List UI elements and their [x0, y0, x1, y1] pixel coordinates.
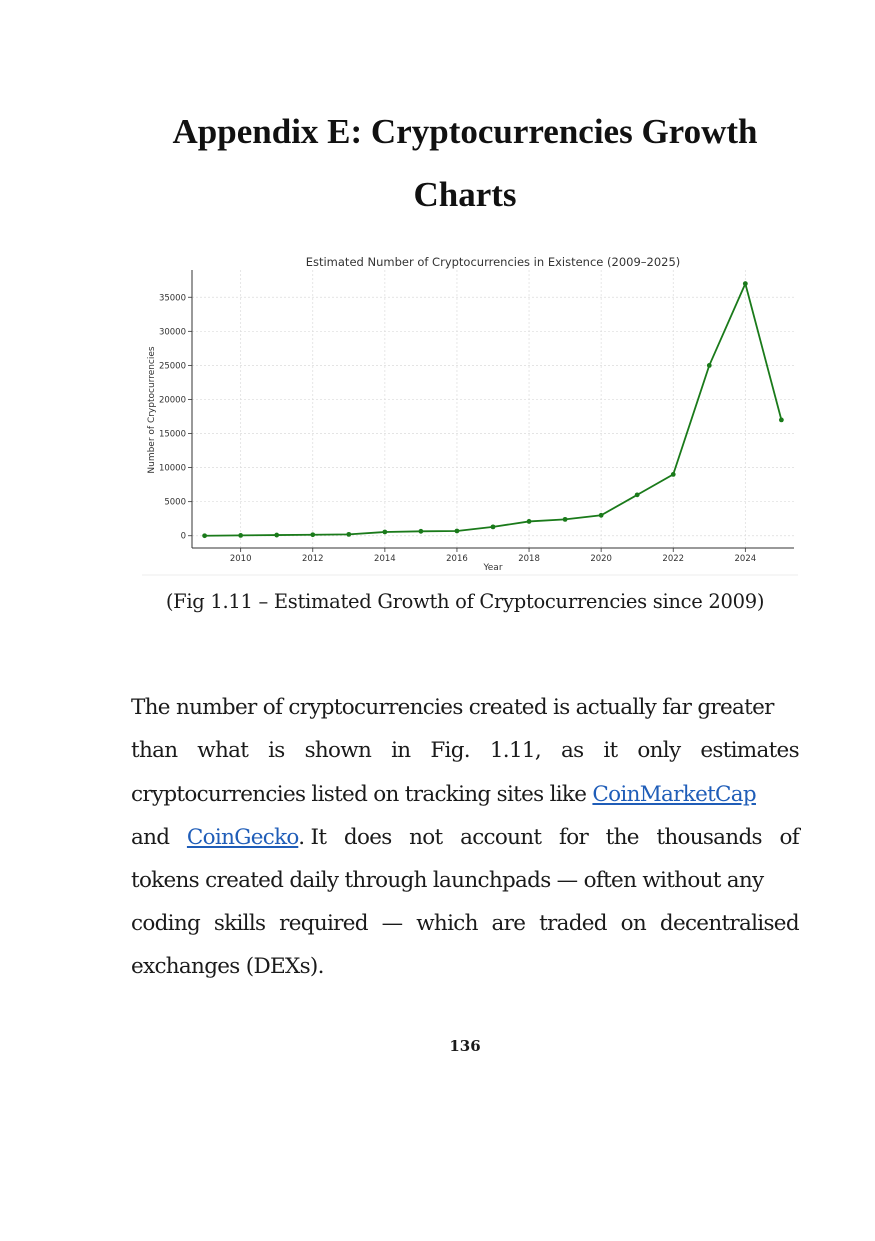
appendix-title-line-2: Charts: [413, 175, 517, 214]
data-point: [454, 528, 460, 534]
x-tick-label: 2014: [374, 554, 396, 564]
chart-grid: [192, 270, 794, 548]
paragraph-word: it: [603, 738, 618, 763]
paragraph-word: for: [558, 825, 589, 850]
y-tick-label: 0: [181, 532, 186, 542]
paragraph-word: required: [279, 911, 368, 936]
y-tick-label: 25000: [159, 361, 186, 371]
x-tick-label: 2012: [302, 554, 324, 564]
paragraph-word: 1.11,: [489, 738, 542, 763]
x-tick-label: 2018: [518, 554, 540, 564]
crypto-growth-line-chart: 2010 2012 2014 2016 2018 2020 2022 2024 0 5000 100…: [142, 255, 798, 576]
appendix-title-line-1: Appendix E: Cryptocurrencies Growth: [172, 112, 758, 151]
x-tick-label: 2022: [662, 554, 684, 564]
data-point: [526, 519, 532, 524]
paragraph-line-4: and CoinGecko. It does not account for the th…: [131, 825, 800, 850]
y-tick-label: 30000: [159, 327, 186, 337]
paragraph-word: thousands: [656, 825, 762, 850]
data-point: [670, 472, 676, 477]
data-point: [562, 516, 568, 522]
data-point: [778, 417, 784, 423]
paragraph-word: which: [416, 911, 478, 936]
paragraph-word: in: [391, 738, 411, 763]
paragraph-word: is: [268, 738, 285, 763]
paragraph-word: what: [197, 738, 249, 763]
page-number: 136: [449, 1037, 481, 1055]
paragraph-word: shown: [304, 738, 372, 763]
data-point: [310, 532, 316, 538]
paragraph-word: on: [620, 911, 647, 936]
data-point: [706, 362, 712, 368]
chart-series: [202, 280, 784, 539]
chart-axes: [188, 270, 794, 552]
data-point: [418, 528, 424, 534]
chart-x-axis-label: Year: [482, 563, 502, 573]
paragraph-line-1: The number of cryptocurrencies created i…: [131, 695, 774, 720]
y-tick-label: 35000: [159, 293, 186, 303]
paragraph-word: than: [131, 738, 178, 763]
paragraph-word: as: [560, 738, 584, 763]
paragraph-word: estimates: [700, 738, 799, 763]
x-tick-label: 2024: [735, 554, 757, 564]
data-point: [490, 524, 496, 530]
x-tick-label: 2010: [230, 554, 252, 564]
data-point: [346, 531, 352, 537]
chart-tick-labels: 2010 2012 2014 2016 2018 2020 2022 2024 0 5000 100…: [159, 293, 756, 564]
figure-caption: (Fig 1.11 – Estimated Growth of Cryptocu…: [165, 590, 765, 613]
paragraph-line-3: cryptocurrencies listed on tracking site…: [131, 782, 799, 807]
x-tick-label: 2020: [590, 554, 612, 564]
data-point: [598, 512, 604, 518]
chart-y-axis-label: Number of Cryptocurrencies: [147, 346, 157, 474]
y-tick-label: 5000: [164, 498, 186, 508]
paragraph-word: . It: [298, 825, 327, 850]
paragraph-word: and: [131, 825, 170, 850]
paragraph-line-2: than what is shown in Fig. 1.11, as it only estima…: [131, 738, 800, 763]
chart-title: Estimated Number of Cryptocurrencies in …: [306, 255, 681, 269]
coinmarketcap-link[interactable]: CoinMarketCap: [592, 782, 756, 807]
coingecko-link[interactable]: CoinGecko: [186, 825, 299, 850]
paragraph-word: account: [460, 825, 542, 850]
paragraph-word: Fig.: [430, 738, 470, 763]
x-tick-label: 2016: [446, 554, 468, 564]
data-point: [202, 533, 208, 539]
paragraph-word: only: [637, 738, 681, 763]
series-line: [204, 280, 783, 537]
y-tick-label: 15000: [159, 430, 186, 440]
data-point: [382, 529, 388, 535]
y-tick-label: 10000: [159, 464, 186, 474]
paragraph-word: the: [605, 825, 640, 850]
paragraph-word: of: [779, 825, 799, 850]
paragraph-word: skills: [213, 911, 266, 936]
paragraph-word: traded: [539, 911, 607, 936]
paragraph-word: are: [491, 911, 526, 936]
data-point: [238, 532, 244, 538]
y-tick-label: 20000: [159, 395, 186, 405]
data-point: [634, 492, 640, 498]
paragraph-word: not: [409, 825, 443, 850]
paragraph-word: does: [343, 825, 392, 850]
paragraph-word: —: [381, 911, 404, 936]
paragraph-word: coding: [131, 911, 201, 936]
paragraph-line-3-text: cryptocurrencies listed on tracking site…: [131, 782, 593, 807]
data-point: [742, 281, 748, 287]
paragraph-line-7: exchanges (DEXs).: [131, 954, 324, 979]
paragraph-line-5: tokens created daily through launchpads …: [131, 868, 764, 893]
data-point: [274, 532, 280, 538]
paragraph-line-6: coding skills required — which are traded on dec…: [131, 911, 800, 936]
paragraph-word: decentralised: [659, 911, 800, 936]
coingecko-link-with-period: CoinGecko. It: [186, 825, 327, 850]
